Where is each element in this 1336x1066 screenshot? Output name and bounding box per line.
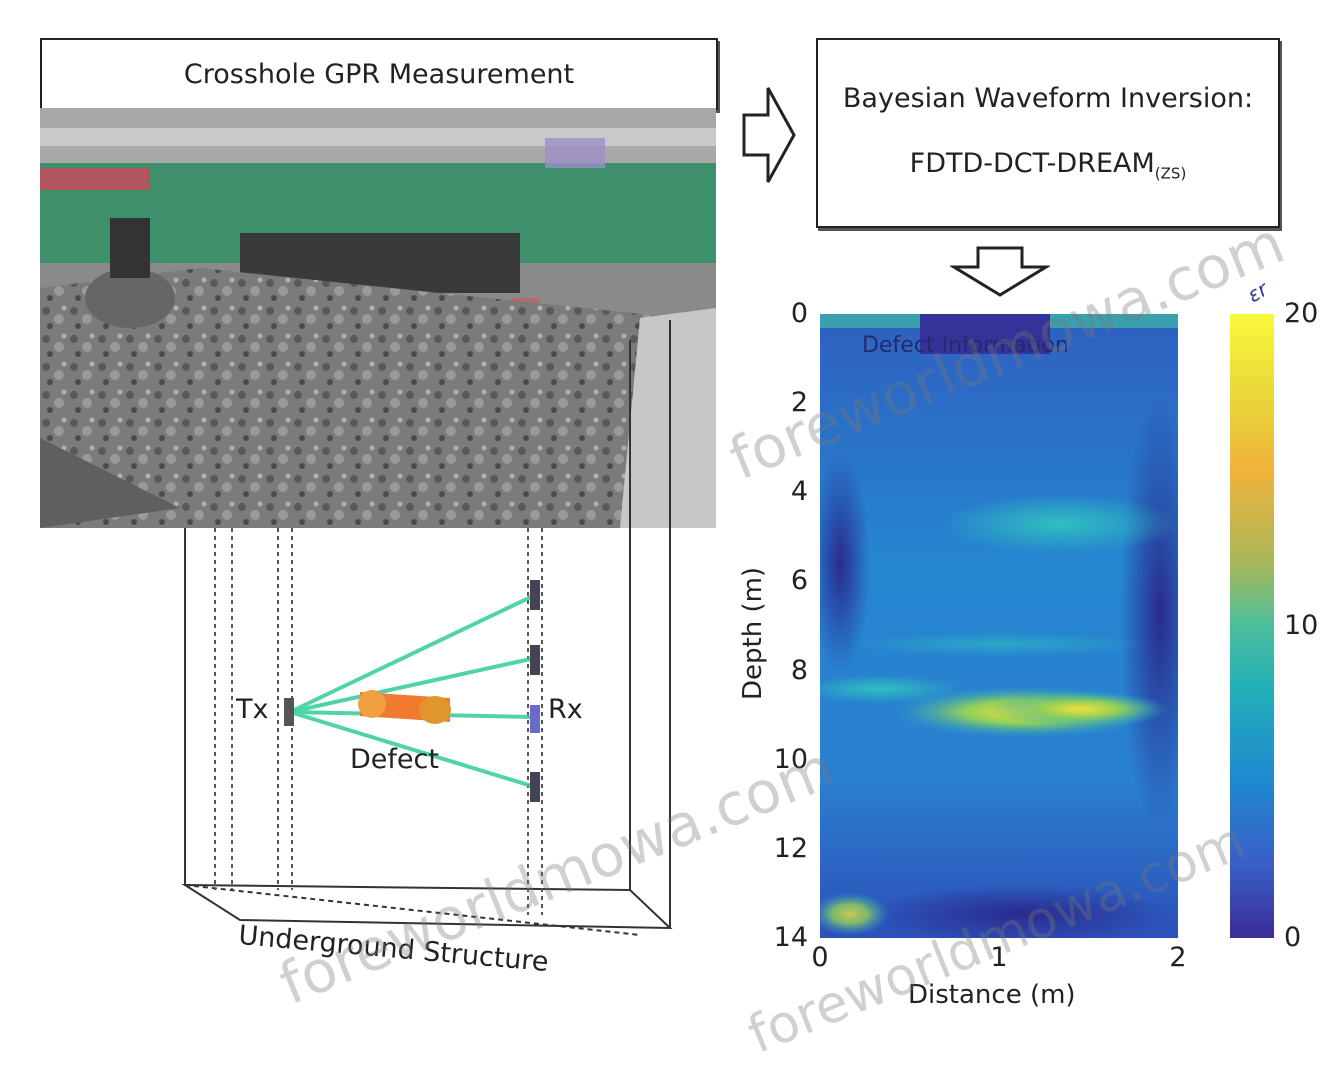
y-tick-label: 14 [773, 922, 808, 953]
colorbar [1230, 314, 1274, 938]
down-arrow-icon [950, 246, 1050, 297]
heatmap [820, 314, 1178, 938]
x-tick-label: 0 [811, 942, 829, 973]
right-title-line1: Bayesian Waveform Inversion: [842, 83, 1254, 115]
right-arrow-icon [742, 87, 796, 183]
right-title-box: Bayesian Waveform Inversion: FDTD-DCT-DR… [816, 38, 1280, 228]
borehole-rx [527, 528, 543, 915]
left-title: Crosshole GPR Measurement [183, 58, 575, 90]
right-title-line2: FDTD-DCT-DREAM(ZS) [909, 148, 1187, 183]
colorbar-tick-label: 20 [1284, 298, 1319, 329]
defect-information-text: Defect Information [862, 333, 1069, 358]
left-title-box: Crosshole GPR Measurement [40, 38, 718, 110]
colorbar-tick-label: 10 [1284, 610, 1319, 641]
site-photo [40, 108, 716, 528]
y-tick-label: 6 [790, 565, 808, 597]
x-tick-label: 2 [1169, 942, 1187, 973]
y-tick-label: 8 [790, 654, 808, 686]
tx-antenna [284, 698, 294, 726]
x-tick-label: 1 [990, 942, 1008, 973]
y-tick-label: 4 [790, 476, 808, 508]
y-tick-label: 12 [773, 832, 808, 864]
x-axis-label: Distance (m) [908, 980, 1076, 1010]
rx-antennas [530, 580, 540, 802]
colorbar-label: εr [1243, 276, 1272, 308]
rx-label: Rx [548, 694, 583, 725]
y-tick-label: 10 [773, 743, 808, 775]
defect-label: Defect [350, 744, 439, 775]
tx-label: Tx [236, 694, 269, 725]
y-tick-label: 0 [790, 298, 808, 329]
structure-diagram [181, 320, 673, 936]
y-axis-label: Depth (m) [738, 566, 768, 700]
colorbar-tick-label: 0 [1284, 922, 1302, 953]
y-tick-label: 2 [790, 387, 808, 419]
